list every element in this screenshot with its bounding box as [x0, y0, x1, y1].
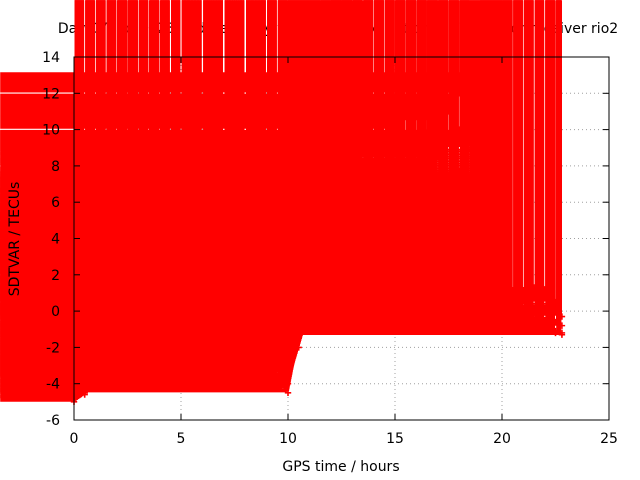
data-point: [263, 365, 270, 373]
data-point: [381, 208, 388, 215]
data-point: [199, 362, 206, 369]
y-tick-label: -6: [46, 413, 60, 429]
data-point: [338, 235, 345, 242]
data-point: [558, 322, 566, 329]
x-tick-label: 25: [600, 431, 618, 447]
y-tick-label: 2: [51, 268, 60, 284]
x-tick-label: 0: [70, 431, 79, 447]
data-point: [434, 195, 441, 202]
data-point: [541, 326, 548, 333]
data-point: [488, 253, 495, 260]
y-tick-label: -2: [46, 340, 60, 356]
data-point: [284, 380, 292, 387]
data-point: [370, 217, 377, 224]
data-point: [498, 271, 506, 278]
data-point: [349, 217, 356, 224]
data-points: [0, 0, 566, 406]
data-point: [274, 373, 281, 380]
data-point: [327, 262, 334, 269]
data-point: [413, 199, 420, 206]
axis-ticks: 0 5 10 15 20 25 -6 -4 -2 0 2 4 6 8 10 12 14: [42, 50, 618, 447]
data-point: [541, 316, 548, 324]
series-track-5: [0, 0, 566, 320]
data-point: [220, 360, 227, 367]
y-tick-label: -4: [46, 377, 60, 393]
data-point: [177, 367, 185, 375]
y-tick-label: 14: [42, 50, 60, 66]
data-point: [552, 298, 559, 306]
data-point: [156, 355, 163, 362]
series-track-6: [0, 0, 431, 269]
x-tick-label: 20: [493, 431, 511, 447]
y-tick-label: 8: [51, 159, 60, 175]
data-point: [530, 315, 538, 322]
x-tick-label: 10: [279, 431, 297, 447]
data-point: [135, 329, 142, 337]
x-tick-label: 5: [177, 431, 186, 447]
data-point: [558, 313, 566, 320]
data-point: [423, 208, 431, 215]
data-point: [167, 365, 174, 373]
data-point: [92, 380, 99, 387]
data-point: [552, 318, 559, 326]
data-point: [145, 336, 153, 344]
data-point: [466, 177, 474, 184]
data-point: [295, 344, 302, 351]
data-point: [124, 344, 131, 351]
data-point: [509, 293, 516, 300]
y-axis-title: SDTVAR / TECUs: [7, 182, 23, 297]
y-tick-label: 4: [51, 232, 60, 248]
data-point: [541, 286, 548, 293]
data-point: [102, 369, 110, 377]
data-point: [359, 208, 367, 215]
y-tick-label: 10: [42, 123, 60, 139]
data-point: [402, 184, 409, 191]
data-point: [456, 173, 463, 180]
data-point: [520, 297, 527, 304]
data-point: [445, 184, 452, 191]
data-point: [391, 195, 399, 202]
x-tick-label: 15: [386, 431, 404, 447]
data-point: [477, 208, 484, 215]
data-point: [552, 327, 559, 335]
data-point: [284, 389, 292, 396]
x-axis-title: GPS time / hours: [282, 459, 399, 475]
data-point: [530, 284, 538, 291]
data-point: [113, 358, 120, 366]
y-tick-label: 0: [51, 304, 60, 320]
data-point: [81, 391, 88, 398]
data-point: [558, 329, 566, 337]
y-tick-label: 12: [42, 86, 60, 102]
y-tick-label: 6: [51, 195, 60, 211]
data-point: [242, 358, 249, 366]
